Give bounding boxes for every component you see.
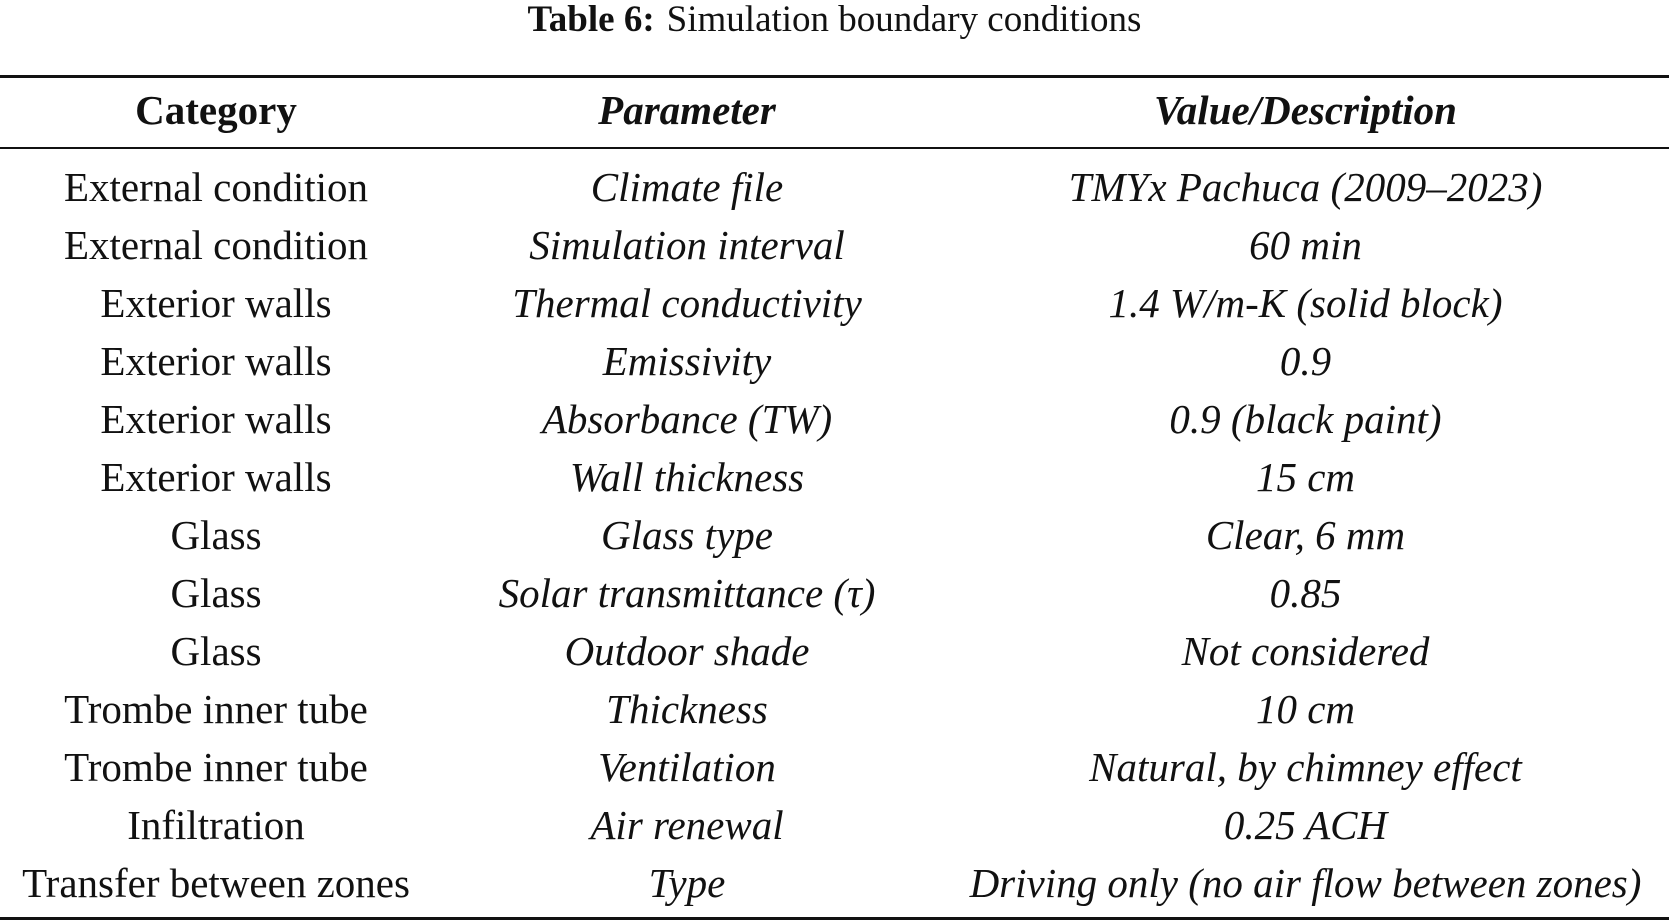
category-cell: Glass xyxy=(170,628,262,674)
table-row: Infiltration Air renewal 0.25 ACH xyxy=(0,796,1669,854)
value-cell: 10 cm xyxy=(1255,686,1356,732)
table-row: Exterior walls Emissivity 0.9 xyxy=(0,332,1669,390)
table-caption: Table 6: Simulation boundary conditions xyxy=(0,0,1669,44)
value-cell: 0.25 ACH xyxy=(1223,802,1388,848)
value-cell: TMYx Pachuca (2009–2023) xyxy=(1068,164,1543,210)
category-cell: Trombe inner tube xyxy=(64,744,368,790)
header-parameter: Parameter xyxy=(598,87,776,133)
category-cell: Transfer between zones xyxy=(22,860,410,906)
parameter-cell: Type xyxy=(648,860,726,906)
value-cell: 15 cm xyxy=(1255,454,1356,500)
header-value-description: Value/Description xyxy=(1154,87,1457,133)
table-row: Trombe inner tube Thickness 10 cm xyxy=(0,680,1669,738)
parameter-cell: Absorbance (TW) xyxy=(541,396,833,442)
parameter-cell: Outdoor shade xyxy=(564,628,810,674)
parameter-cell: Simulation interval xyxy=(529,222,845,268)
parameter-cell: Thermal conductivity xyxy=(512,280,862,326)
parameter-cell: Ventilation xyxy=(598,744,776,790)
value-cell: Driving only (no air flow between zones) xyxy=(969,860,1642,906)
table-header-row: Category Parameter Value/Description xyxy=(0,81,1669,139)
table-row: Trombe inner tube Ventilation Natural, b… xyxy=(0,738,1669,796)
table-caption-title: Simulation boundary conditions xyxy=(666,0,1142,40)
category-cell: Exterior walls xyxy=(100,454,332,500)
value-cell: Not considered xyxy=(1181,628,1430,674)
table-caption-label: Table 6: xyxy=(527,0,655,40)
value-cell: 0.85 xyxy=(1269,570,1342,616)
parameter-cell: Glass type xyxy=(601,512,773,558)
category-cell: External condition xyxy=(64,164,368,210)
table-row: External condition Simulation interval 6… xyxy=(0,216,1669,274)
table-top-rule xyxy=(0,75,1669,78)
table-bottom-rule xyxy=(0,917,1669,920)
parameter-cell: Emissivity xyxy=(602,338,772,384)
value-cell: 0.9 xyxy=(1279,338,1332,384)
category-cell: External condition xyxy=(64,222,368,268)
parameter-cell: Air renewal xyxy=(590,802,784,848)
category-cell: Glass xyxy=(170,512,262,558)
value-cell: 60 min xyxy=(1249,222,1362,268)
category-cell: Infiltration xyxy=(127,802,305,848)
category-cell: Glass xyxy=(170,570,262,616)
value-cell: Clear, 6 mm xyxy=(1205,512,1406,558)
table-row: External condition Climate file TMYx Pac… xyxy=(0,158,1669,216)
value-cell: 0.9 (black paint) xyxy=(1169,396,1442,442)
category-cell: Trombe inner tube xyxy=(64,686,368,732)
table-row: Exterior walls Wall thickness 15 cm xyxy=(0,448,1669,506)
table-row: Transfer between zones Type Driving only… xyxy=(0,854,1669,912)
parameter-cell: Wall thickness xyxy=(569,454,805,500)
category-cell: Exterior walls xyxy=(100,338,332,384)
parameter-cell: Solar transmittance (τ) xyxy=(498,570,876,616)
value-cell: Natural, by chimney effect xyxy=(1089,744,1522,790)
table-row: Exterior walls Absorbance (TW) 0.9 (blac… xyxy=(0,390,1669,448)
header-category: Category xyxy=(135,87,297,133)
category-cell: Exterior walls xyxy=(100,396,332,442)
table-row: Glass Solar transmittance (τ) 0.85 xyxy=(0,564,1669,622)
table-row: Glass Glass type Clear, 6 mm xyxy=(0,506,1669,564)
table-row: Glass Outdoor shade Not considered xyxy=(0,622,1669,680)
table-header-rule xyxy=(0,147,1669,149)
table-row: Exterior walls Thermal conductivity 1.4 … xyxy=(0,274,1669,332)
parameter-cell: Climate file xyxy=(590,164,784,210)
value-cell: 1.4 W/m-K (solid block) xyxy=(1108,280,1503,326)
parameter-cell: Thickness xyxy=(606,686,768,732)
category-cell: Exterior walls xyxy=(100,280,332,326)
